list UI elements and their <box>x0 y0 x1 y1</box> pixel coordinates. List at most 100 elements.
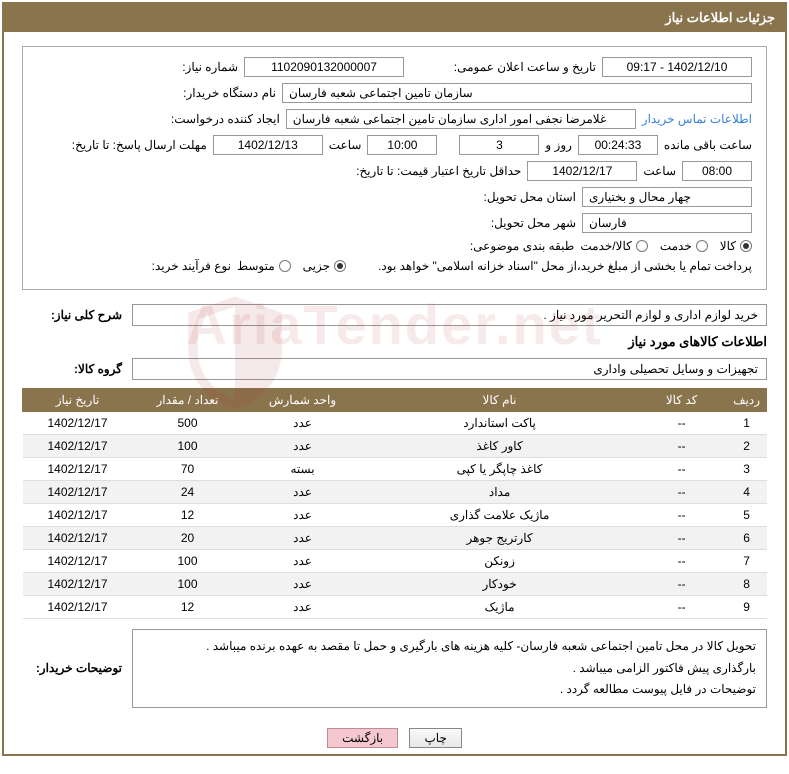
cell-date: 1402/12/17 <box>23 527 133 550</box>
radio-goods[interactable]: کالا <box>720 239 752 253</box>
cell-row: 6 <box>727 527 767 550</box>
cell-name: کاغذ چاپگر یا کپی <box>363 458 637 481</box>
field-deadline-date: 1402/12/13 <box>213 135 323 155</box>
field-buyer-org: سازمان تامین اجتماعی شعبه فارسان <box>282 83 752 103</box>
label-province: استان محل تحویل: <box>466 190 576 204</box>
goods-table: ردیف کد کالا نام کالا واحد شمارش تعداد /… <box>22 388 767 619</box>
cell-date: 1402/12/17 <box>23 550 133 573</box>
radio-icon <box>279 260 291 272</box>
cell-date: 1402/12/17 <box>23 596 133 619</box>
table-row: 6--کارتریج جوهرعدد201402/12/17 <box>23 527 767 550</box>
cell-name: خودکار <box>363 573 637 596</box>
row-province: استان محل تحویل: چهار محال و بختیاری <box>37 187 752 207</box>
label-buyer-notes: توضیحات خریدار: <box>22 661 122 675</box>
radio-icon <box>740 240 752 252</box>
cell-date: 1402/12/17 <box>23 504 133 527</box>
cell-name: کارتریج جوهر <box>363 527 637 550</box>
cell-unit: بسته <box>243 458 363 481</box>
cell-row: 1 <box>727 412 767 435</box>
buyer-note-line: تحویل کالا در محل تامین اجتماعی شعبه فار… <box>143 636 756 658</box>
row-need-desc: شرح کلی نیاز: خرید لوازم اداری و لوازم ا… <box>22 304 767 326</box>
cell-unit: عدد <box>243 412 363 435</box>
row-subject-class: طبقه بندی موضوعی: کالا خدمت کالا/خدمت <box>37 239 752 253</box>
subject-radio-group: کالا خدمت کالا/خدمت <box>580 239 752 253</box>
table-header-row: ردیف کد کالا نام کالا واحد شمارش تعداد /… <box>23 389 767 412</box>
contact-buyer-link[interactable]: اطلاعات تماس خریدار <box>642 112 752 126</box>
field-announce-dt: 1402/12/10 - 09:17 <box>602 57 752 77</box>
cell-code: -- <box>637 481 727 504</box>
radio-minor[interactable]: جزیی <box>303 259 346 273</box>
field-deadline-days: 3 <box>459 135 539 155</box>
field-province: چهار محال و بختیاری <box>582 187 752 207</box>
cell-code: -- <box>637 527 727 550</box>
field-validity-time: 08:00 <box>682 161 752 181</box>
cell-date: 1402/12/17 <box>23 412 133 435</box>
cell-unit: عدد <box>243 596 363 619</box>
cell-name: کاور کاغذ <box>363 435 637 458</box>
cell-row: 5 <box>727 504 767 527</box>
row-goods-group: گروه کالا: تجهیزات و وسایل تحصیلی واداری <box>22 358 767 380</box>
label-need-no: شماره نیاز: <box>128 60 238 74</box>
cell-code: -- <box>637 458 727 481</box>
back-button[interactable]: بازگشت <box>327 728 398 748</box>
row-validity: حداقل تاریخ اعتبار قیمت: تا تاریخ: 1402/… <box>37 161 752 181</box>
field-need-no: 1102090132000007 <box>244 57 404 77</box>
print-button[interactable]: چاپ <box>409 728 461 748</box>
row-city: شهر محل تحویل: فارسان <box>37 213 752 233</box>
cell-qty: 24 <box>133 481 243 504</box>
label-remaining: ساعت باقی مانده <box>664 138 752 152</box>
label-hour-2: ساعت <box>643 164 676 178</box>
cell-row: 4 <box>727 481 767 504</box>
radio-service-label: خدمت <box>660 239 692 253</box>
cell-code: -- <box>637 412 727 435</box>
row-deadline: مهلت ارسال پاسخ: تا تاریخ: 1402/12/13 سا… <box>37 135 752 155</box>
cell-qty: 100 <box>133 573 243 596</box>
header-title: جزئیات اطلاعات نیاز <box>4 4 785 32</box>
cell-unit: عدد <box>243 550 363 573</box>
row-buyer-notes: توضیحات خریدار: تحویل کالا در محل تامین … <box>22 629 767 708</box>
cell-date: 1402/12/17 <box>23 573 133 596</box>
cell-code: -- <box>637 504 727 527</box>
radio-goods-service[interactable]: کالا/خدمت <box>580 239 647 253</box>
radio-service[interactable]: خدمت <box>660 239 708 253</box>
cell-qty: 70 <box>133 458 243 481</box>
table-row: 9--ماژیکعدد121402/12/17 <box>23 596 767 619</box>
cell-row: 9 <box>727 596 767 619</box>
label-announce-dt: تاریخ و ساعت اعلان عمومی: <box>446 60 596 74</box>
cell-qty: 12 <box>133 596 243 619</box>
cell-unit: عدد <box>243 573 363 596</box>
field-validity-date: 1402/12/17 <box>527 161 637 181</box>
label-validity: حداقل تاریخ اعتبار قیمت: تا تاریخ: <box>356 164 521 178</box>
cell-date: 1402/12/17 <box>23 458 133 481</box>
th-qty: تعداد / مقدار <box>133 389 243 412</box>
cell-name: ماژیک علامت گذاری <box>363 504 637 527</box>
cell-qty: 12 <box>133 504 243 527</box>
radio-icon <box>334 260 346 272</box>
section-goods-info: اطلاعات کالاهای مورد نیاز <box>22 334 767 350</box>
cell-name: ماژیک <box>363 596 637 619</box>
cell-row: 2 <box>727 435 767 458</box>
cell-unit: عدد <box>243 504 363 527</box>
radio-medium-label: متوسط <box>237 259 275 273</box>
label-buyer-org: نام دستگاه خریدار: <box>166 86 276 100</box>
field-deadline-remaining: 00:24:33 <box>578 135 658 155</box>
label-goods-group: گروه کالا: <box>22 362 122 376</box>
cell-row: 7 <box>727 550 767 573</box>
cell-unit: عدد <box>243 435 363 458</box>
cell-code: -- <box>637 596 727 619</box>
radio-medium[interactable]: متوسط <box>237 259 291 273</box>
cell-qty: 500 <box>133 412 243 435</box>
cell-name: مداد <box>363 481 637 504</box>
purchase-radio-group: جزیی متوسط <box>237 259 346 273</box>
cell-code: -- <box>637 573 727 596</box>
row-need-no: شماره نیاز: 1102090132000007 تاریخ و ساع… <box>37 57 752 77</box>
cell-qty: 100 <box>133 435 243 458</box>
table-row: 2--کاور کاغذعدد1001402/12/17 <box>23 435 767 458</box>
radio-minor-label: جزیی <box>303 259 330 273</box>
field-goods-group: تجهیزات و وسایل تحصیلی واداری <box>132 358 767 380</box>
content-area: AriaTender.net شماره نیاز: 1102090132000… <box>4 32 785 718</box>
label-deadline: مهلت ارسال پاسخ: تا تاریخ: <box>72 138 207 152</box>
radio-goods-service-label: کالا/خدمت <box>580 239 631 253</box>
buyer-note-line: توضیحات در فایل پیوست مطالعه گردد . <box>143 679 756 701</box>
label-days-word: روز و <box>545 138 572 152</box>
